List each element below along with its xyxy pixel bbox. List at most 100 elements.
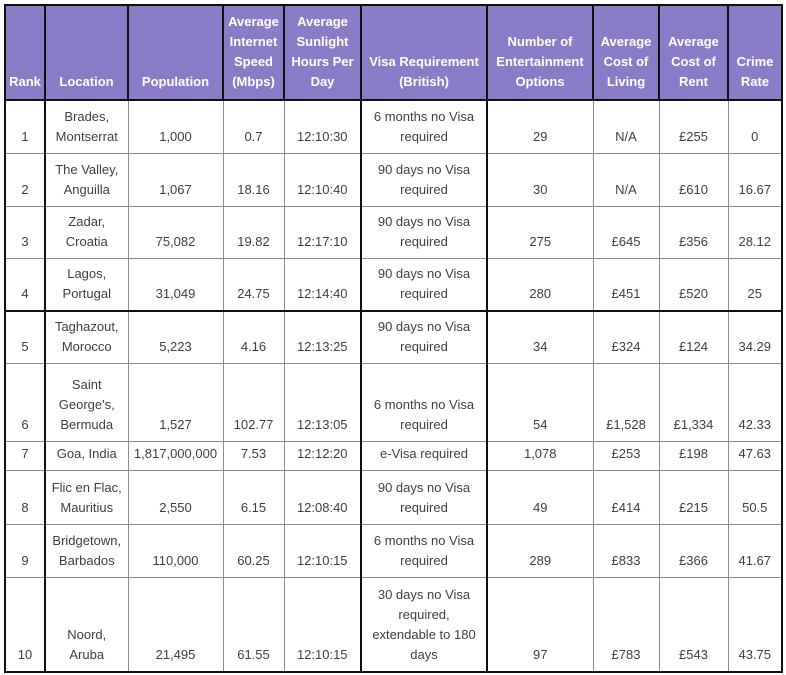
cell-visa-requirement: 90 days no Visa required [360, 257, 488, 312]
cell-location: Noord, Aruba [44, 576, 129, 673]
cell-entertainment-options: 34 [486, 310, 594, 364]
cell-rank: 1 [4, 99, 46, 154]
cell-internet-speed: 0.7 [222, 99, 285, 154]
cell-internet-speed: 24.75 [222, 257, 285, 312]
cell-visa-requirement: 30 days no Visa required, extendable to … [360, 576, 488, 673]
cell-sunlight-hours: 12:13:05 [283, 362, 362, 442]
cell-crime-rate: 34.29 [727, 310, 783, 364]
cell-population: 1,000 [127, 99, 224, 154]
cell-crime-rate: 28.12 [727, 205, 783, 259]
cell-cost-of-living: £645 [592, 205, 660, 259]
table-row: 7 Goa, India 1,817,000,000 7.53 12:12:20 e-Vi… [4, 440, 783, 471]
column-header-location: Location [44, 4, 129, 101]
cell-internet-speed: 18.16 [222, 152, 285, 207]
cell-population: 21,495 [127, 576, 224, 673]
cell-internet-speed: 7.53 [222, 440, 285, 471]
cell-population: 110,000 [127, 523, 224, 578]
cell-crime-rate: 16.67 [727, 152, 783, 207]
cell-location: Brades, Montserrat [44, 99, 129, 154]
column-header-cost-of-rent: Average Cost of Rent [658, 4, 729, 101]
cell-location: Zadar, Croatia [44, 205, 129, 259]
cell-internet-speed: 4.16 [222, 310, 285, 364]
cell-visa-requirement: 90 days no Visa required [360, 469, 488, 525]
cell-cost-of-living: £253 [592, 440, 660, 471]
cell-cost-of-rent: £1,334 [658, 362, 729, 442]
table-row: 4 Lagos, Portugal 31,049 24.75 12:14:40 90 da… [4, 257, 783, 312]
column-header-crime-rate: Crime Rate [727, 4, 783, 101]
cell-location: Bridgetown, Barbados [44, 523, 129, 578]
cell-population: 1,817,000,000 [127, 440, 224, 471]
cell-crime-rate: 47.63 [727, 440, 783, 471]
cell-rank: 8 [4, 469, 46, 525]
cell-location: Flic en Flac, Mauritius [44, 469, 129, 525]
cell-cost-of-living: £783 [592, 576, 660, 673]
table-row: 3 Zadar, Croatia 75,082 19.82 12:17:10 90 day… [4, 205, 783, 259]
column-header-cost-of-living: Average Cost of Living [592, 4, 660, 101]
cell-cost-of-living: N/A [592, 99, 660, 154]
cell-cost-of-living: £1,528 [592, 362, 660, 442]
cell-entertainment-options: 29 [486, 99, 594, 154]
cell-entertainment-options: 30 [486, 152, 594, 207]
cell-visa-requirement: 90 days no Visa required [360, 152, 488, 207]
cell-entertainment-options: 275 [486, 205, 594, 259]
cell-cost-of-rent: £198 [658, 440, 729, 471]
cell-entertainment-options: 280 [486, 257, 594, 312]
cell-location: Saint George's, Bermuda [44, 362, 129, 442]
cell-location: The Valley, Anguilla [44, 152, 129, 207]
table-row: 5 Taghazout, Morocco 5,223 4.16 12:13:25 90 d… [4, 310, 783, 364]
column-header-rank: Rank [4, 4, 46, 101]
cell-visa-requirement: 6 months no Visa required [360, 362, 488, 442]
cell-cost-of-rent: £610 [658, 152, 729, 207]
cell-sunlight-hours: 12:10:15 [283, 576, 362, 673]
cell-sunlight-hours: 12:10:30 [283, 99, 362, 154]
cell-cost-of-rent: £520 [658, 257, 729, 312]
cell-cost-of-living: £833 [592, 523, 660, 578]
cell-crime-rate: 41.67 [727, 523, 783, 578]
cell-rank: 2 [4, 152, 46, 207]
cell-population: 31,049 [127, 257, 224, 312]
table-row: 6 Saint George's, Bermuda 1,527 102.77 12:13… [4, 362, 783, 442]
cell-population: 1,067 [127, 152, 224, 207]
cell-population: 1,527 [127, 362, 224, 442]
cell-visa-requirement: 90 days no Visa required [360, 205, 488, 259]
cell-location: Lagos, Portugal [44, 257, 129, 312]
table-row: 8 Flic en Flac, Mauritius 2,550 6.15 12:08:4… [4, 469, 783, 525]
cell-cost-of-living: £451 [592, 257, 660, 312]
cell-internet-speed: 19.82 [222, 205, 285, 259]
cell-sunlight-hours: 12:10:15 [283, 523, 362, 578]
column-header-population: Population [127, 4, 224, 101]
header-row: Rank Location Population Average Internet S… [4, 4, 783, 101]
cell-entertainment-options: 54 [486, 362, 594, 442]
cell-internet-speed: 6.15 [222, 469, 285, 525]
cell-cost-of-rent: £255 [658, 99, 729, 154]
cell-location: Taghazout, Morocco [44, 310, 129, 364]
column-header-entertainment-options: Number of Entertainment Options [486, 4, 594, 101]
cell-population: 75,082 [127, 205, 224, 259]
cell-rank: 4 [4, 257, 46, 312]
cell-sunlight-hours: 12:17:10 [283, 205, 362, 259]
cell-entertainment-options: 1,078 [486, 440, 594, 471]
cell-cost-of-rent: £215 [658, 469, 729, 525]
cell-cost-of-living: £324 [592, 310, 660, 364]
cell-entertainment-options: 97 [486, 576, 594, 673]
cell-population: 2,550 [127, 469, 224, 525]
cell-rank: 5 [4, 310, 46, 364]
cell-internet-speed: 102.77 [222, 362, 285, 442]
cell-sunlight-hours: 12:08:40 [283, 469, 362, 525]
table-header: Rank Location Population Average Internet S… [4, 4, 783, 101]
cell-entertainment-options: 289 [486, 523, 594, 578]
destinations-comparison-table: Rank Location Population Average Internet S… [4, 4, 783, 673]
cell-sunlight-hours: 12:10:40 [283, 152, 362, 207]
cell-internet-speed: 61.55 [222, 576, 285, 673]
cell-crime-rate: 50.5 [727, 469, 783, 525]
cell-sunlight-hours: 12:13:25 [283, 310, 362, 364]
cell-rank: 9 [4, 523, 46, 578]
cell-rank: 7 [4, 440, 46, 471]
cell-population: 5,223 [127, 310, 224, 364]
cell-entertainment-options: 49 [486, 469, 594, 525]
cell-cost-of-living: £414 [592, 469, 660, 525]
cell-internet-speed: 60.25 [222, 523, 285, 578]
column-header-internet-speed: Average Internet Speed (Mbps) [222, 4, 285, 101]
cell-cost-of-rent: £543 [658, 576, 729, 673]
